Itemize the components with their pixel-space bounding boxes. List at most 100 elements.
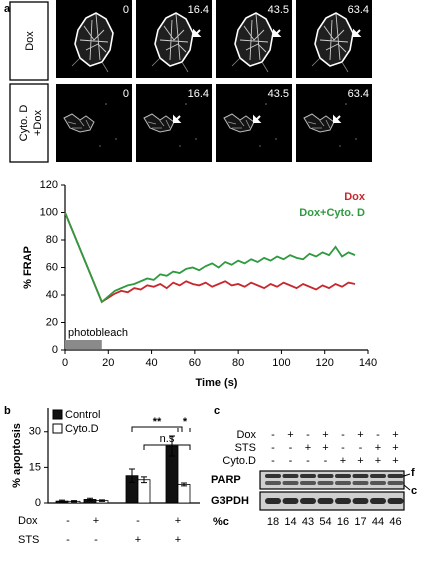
pc-value: 18	[267, 516, 279, 528]
condition-sign: +	[392, 455, 398, 467]
row-label: +Dox	[32, 110, 44, 136]
band	[352, 481, 369, 485]
y-tick-label: 0	[35, 497, 41, 509]
arrow	[333, 114, 342, 123]
condition-sign: +	[357, 429, 363, 441]
band	[352, 474, 369, 478]
row-label: Cyto. D	[18, 105, 30, 142]
band	[370, 474, 386, 478]
y-axis-label: % apoptosis	[11, 423, 23, 488]
bracket	[177, 428, 191, 432]
error-bar	[71, 500, 77, 503]
y-tick-label: 20	[46, 316, 58, 328]
band	[335, 498, 351, 504]
pc-value: 14	[284, 516, 296, 528]
condition-sign: -	[136, 515, 140, 527]
band	[300, 481, 316, 485]
band	[265, 481, 281, 485]
photobleach-bar	[65, 340, 102, 349]
condition-sign: -	[341, 442, 345, 454]
pc-label: %c	[213, 516, 229, 528]
pc-value: 54	[319, 516, 331, 528]
y-tick-label: 100	[40, 206, 58, 218]
row-label: Dox	[24, 31, 36, 51]
band	[317, 498, 334, 504]
blot	[259, 470, 405, 490]
condition-sign: +	[93, 515, 99, 527]
condition-sign: -	[271, 442, 275, 454]
band	[335, 474, 351, 478]
pc-value: 46	[389, 516, 401, 528]
pc-value: 16	[337, 516, 349, 528]
band	[300, 474, 316, 478]
condition-sign: +	[287, 429, 293, 441]
y-axis-label: % FRAP	[22, 246, 34, 289]
legend-entry: Dox+Cyto. D	[299, 207, 365, 219]
condition-sign: +	[392, 442, 398, 454]
y-tick-label: 15	[29, 461, 41, 473]
time-label: 16.4	[188, 88, 209, 100]
condition-sign: +	[375, 442, 381, 454]
arrow	[193, 28, 202, 37]
condition-sign: +	[322, 442, 328, 454]
condition-sign: -	[376, 429, 380, 441]
y-tick-label: 120	[40, 179, 58, 191]
row-box	[9, 83, 49, 163]
condition-sign: -	[359, 442, 363, 454]
arrow	[173, 114, 182, 123]
condition-sign: -	[306, 455, 310, 467]
error-bar	[129, 468, 135, 483]
condition-label: Dox	[18, 515, 38, 527]
band	[282, 498, 299, 504]
error-bar	[87, 497, 93, 502]
bracket	[143, 444, 191, 450]
annotation: **	[153, 416, 162, 428]
legend-swatch	[52, 409, 63, 420]
band-label: c	[411, 485, 417, 497]
band	[387, 498, 404, 504]
error-bar	[141, 476, 147, 484]
time-label: 16.4	[188, 4, 209, 16]
x-tick-label: 140	[359, 357, 377, 369]
band	[370, 481, 386, 485]
band	[265, 498, 281, 504]
bar	[177, 484, 191, 504]
pc-value: 44	[372, 516, 384, 528]
condition-sign: -	[94, 534, 98, 546]
condition-sign: -	[289, 442, 293, 454]
condition-sign: -	[341, 429, 345, 441]
band	[387, 481, 404, 485]
band	[300, 498, 316, 504]
pc-value: 17	[354, 516, 366, 528]
band	[370, 498, 386, 504]
legend-entry: Control	[65, 409, 100, 421]
legend-entry: Dox	[344, 191, 366, 203]
time-label: 0	[123, 4, 129, 16]
band	[317, 474, 334, 478]
condition-sign: +	[305, 442, 311, 454]
arrow	[253, 114, 262, 123]
bracket	[131, 426, 183, 432]
error-bar	[181, 482, 187, 487]
band-pointer	[403, 473, 411, 491]
legend-entry: Cyto.D	[65, 423, 99, 435]
series-line	[64, 212, 356, 304]
arrow	[273, 28, 282, 37]
condition-sign: +	[375, 455, 381, 467]
panel-label: a	[4, 3, 11, 15]
condition-sign: -	[289, 455, 293, 467]
annotation: n.s	[160, 433, 175, 445]
band-label: f	[411, 467, 415, 479]
pc-value: 43	[302, 516, 314, 528]
condition-sign: -	[324, 455, 328, 467]
blot-label: G3PDH	[211, 495, 249, 507]
x-axis-label: Time (s)	[196, 377, 238, 389]
band	[335, 481, 351, 485]
series-line	[64, 212, 356, 304]
condition-sign: -	[66, 534, 70, 546]
x-tick-label: 100	[272, 357, 290, 369]
y-tick-label: 30	[29, 426, 41, 438]
row-box	[9, 1, 49, 81]
time-label: 63.4	[348, 4, 369, 16]
